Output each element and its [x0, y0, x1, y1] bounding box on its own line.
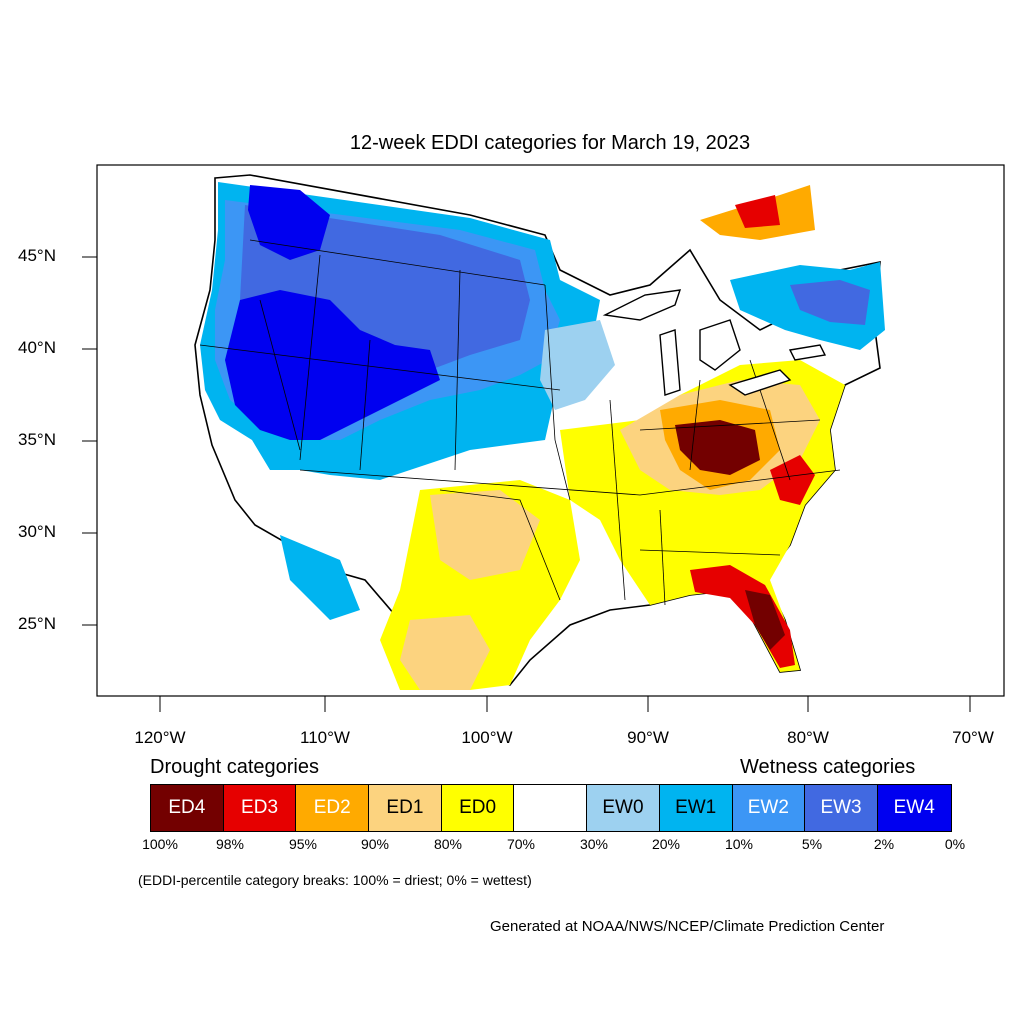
pct-label-0: 0% [944, 836, 966, 852]
lon-label-110: 110°W [300, 728, 350, 747]
lon-label-120: 120°W [134, 728, 186, 747]
ew1-region-southwest [280, 535, 360, 620]
ed1-region-texas [430, 490, 540, 580]
great-lakes [602, 289, 827, 396]
legend-box-ed2: ED2 [296, 785, 370, 831]
pct-label-2: 2% [873, 836, 895, 852]
credit-line: Generated at NOAA/NWS/NCEP/Climate Predi… [490, 918, 885, 935]
lon-label-70: 70°W [952, 728, 994, 747]
pct-label-90: 90% [360, 836, 390, 852]
lat-label-25: 25°N [18, 614, 56, 633]
drought-categories-heading: Drought categories [150, 756, 319, 778]
legend-box-ew2: EW2 [732, 785, 806, 831]
ed3-region-canada-east [735, 195, 780, 228]
pct-label-70: 70% [506, 836, 536, 852]
ed1-region-south-texas [400, 615, 490, 690]
category-legend: ED4 ED3 ED2 ED1 ED0 EW0 EW1 EW2 EW3 EW4 [150, 784, 952, 832]
legend-box-ew0: EW0 [587, 785, 660, 831]
lat-label-30: 30°N [18, 522, 56, 541]
legend-box-ew3: EW3 [805, 785, 878, 831]
ew0-region-plains [540, 320, 615, 410]
legend-box-ed1: ED1 [369, 785, 442, 831]
category-break-note: (EDDI-percentile category breaks: 100% =… [138, 872, 532, 888]
lat-label-45: 45°N [18, 246, 56, 265]
legend-box-ed0: ED0 [441, 785, 515, 831]
legend-box-ed3: ED3 [223, 785, 297, 831]
lon-label-100: 100°W [461, 728, 513, 747]
legend-box-ew4: EW4 [877, 785, 951, 831]
map-frame [96, 164, 1005, 697]
pct-label-20: 20% [651, 836, 681, 852]
ed3-region-carolinas [770, 455, 815, 505]
state-boundaries [199, 239, 841, 606]
pct-label-5: 5% [801, 836, 823, 852]
lat-label-35: 35°N [18, 430, 56, 449]
eddi-map [82, 164, 1005, 712]
pct-label-95: 95% [288, 836, 318, 852]
lon-label-80: 80°W [787, 728, 829, 747]
legend-box-neutral [514, 785, 588, 831]
legend-box-ew1: EW1 [659, 785, 733, 831]
ed4-region-florida [745, 590, 785, 650]
axis-ticks [82, 256, 971, 712]
map-title: 12-week EDDI categories for March 19, 20… [349, 132, 751, 154]
pct-label-80: 80% [433, 836, 463, 852]
pct-label-98: 98% [215, 836, 245, 852]
ew3-region-northeast [790, 280, 870, 325]
pct-label-100: 100% [142, 836, 178, 852]
ed4-region-ohio-valley [675, 420, 760, 475]
pct-label-10: 10% [724, 836, 754, 852]
category-fill-layer [194, 174, 885, 690]
lat-label-40: 40°N [18, 338, 56, 357]
ew4-region-north [248, 185, 330, 260]
pct-label-30: 30% [579, 836, 609, 852]
ed3-region-florida [690, 565, 795, 668]
lon-label-90: 90°W [627, 728, 669, 747]
ew4-region-west [225, 290, 440, 440]
legend-box-ed4: ED4 [151, 785, 224, 831]
wetness-categories-heading: Wetness categories [740, 756, 916, 778]
